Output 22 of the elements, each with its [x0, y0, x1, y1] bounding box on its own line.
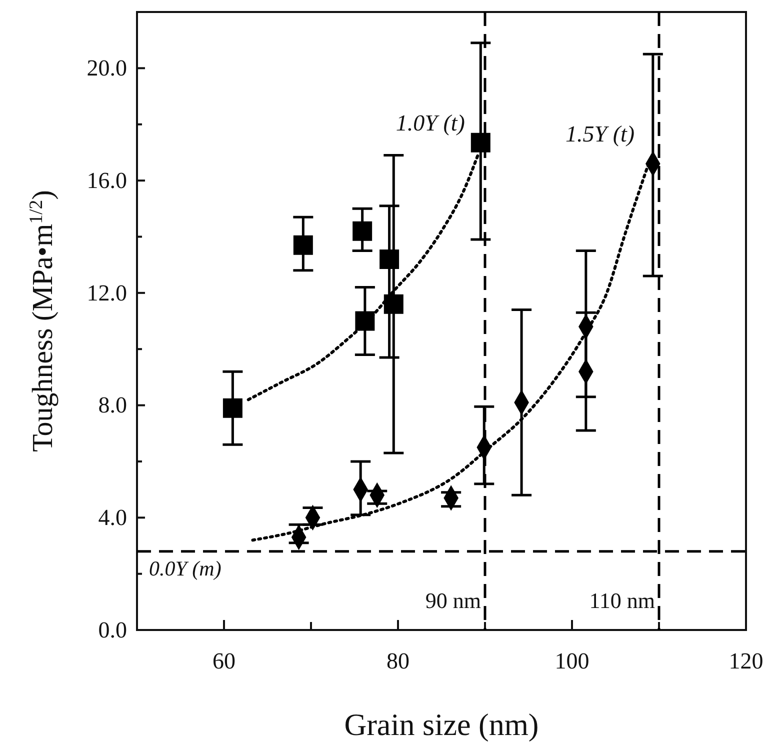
x-axis-title: Grain size (nm) — [344, 707, 539, 742]
x-tick-label: 100 — [554, 648, 590, 674]
y-tick-label: 16.0 — [86, 168, 127, 193]
y-tick-label: 4.0 — [98, 504, 127, 530]
point — [470, 132, 490, 152]
point — [380, 249, 400, 269]
point — [384, 294, 404, 314]
y-tick-label: 20.0 — [86, 56, 127, 81]
ref-line-label: 0.0Y (m) — [149, 556, 222, 580]
ref-line-label: 110 nm — [589, 588, 655, 613]
series-label: 1.0Y (t) — [396, 110, 465, 136]
text: 0.0 — [98, 617, 127, 642]
point — [352, 221, 372, 241]
x-tick-label: 80 — [386, 648, 410, 674]
point — [293, 235, 313, 255]
x-tick-label: 120 — [728, 648, 764, 674]
point — [222, 398, 242, 418]
series-label: 1.5Y (t) — [566, 122, 635, 147]
x-tick-label: 60 — [212, 648, 236, 674]
y-tick-label: 8.0 — [98, 392, 127, 418]
y-tick-label: 12.0 — [86, 280, 127, 306]
ref-line-label: 90 nm — [425, 588, 481, 613]
